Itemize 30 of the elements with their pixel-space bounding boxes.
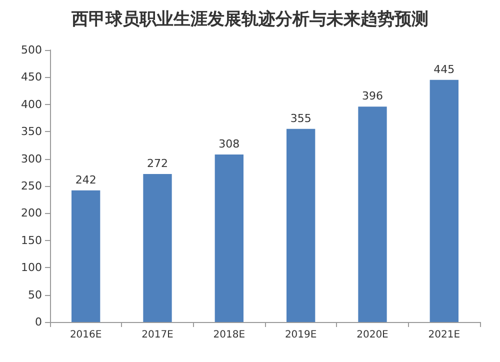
data-label: 242 — [75, 173, 96, 186]
y-tick-label: 50 — [28, 288, 42, 302]
y-tick-label: 250 — [21, 180, 42, 192]
y-tick-label: 300 — [21, 152, 42, 166]
y-tick-label: 400 — [21, 98, 42, 111]
data-label: 272 — [147, 157, 168, 170]
y-tick-label: 150 — [21, 234, 42, 247]
bar — [358, 106, 387, 322]
y-tick-label: 350 — [21, 125, 42, 138]
y-tick-label: 100 — [21, 261, 42, 274]
x-tick-label: 2019E — [284, 330, 317, 340]
x-tick-label: 2018E — [213, 330, 246, 340]
x-tick-label: 2017E — [142, 330, 174, 340]
data-label: 396 — [362, 90, 383, 103]
y-tick-label: 200 — [21, 206, 42, 220]
bar — [430, 80, 458, 322]
bar — [286, 128, 316, 322]
x-tick-label: 2021E — [428, 330, 460, 340]
y-tick-label: 500 — [21, 44, 42, 56]
bar — [214, 154, 244, 322]
chart-title: 西甲球员职业生涯发展轨迹分析与未来趋势预测 — [70, 10, 428, 30]
x-tick-label: 2020E — [356, 330, 388, 340]
data-label: 308 — [218, 137, 240, 150]
y-tick-label: 450 — [21, 70, 42, 84]
data-label: 445 — [434, 62, 455, 76]
data-label: 355 — [290, 112, 312, 125]
x-tick-label: 2016E — [70, 330, 102, 340]
bar — [143, 174, 172, 322]
y-tick-label: 0 — [35, 316, 42, 328]
bar — [72, 190, 100, 322]
